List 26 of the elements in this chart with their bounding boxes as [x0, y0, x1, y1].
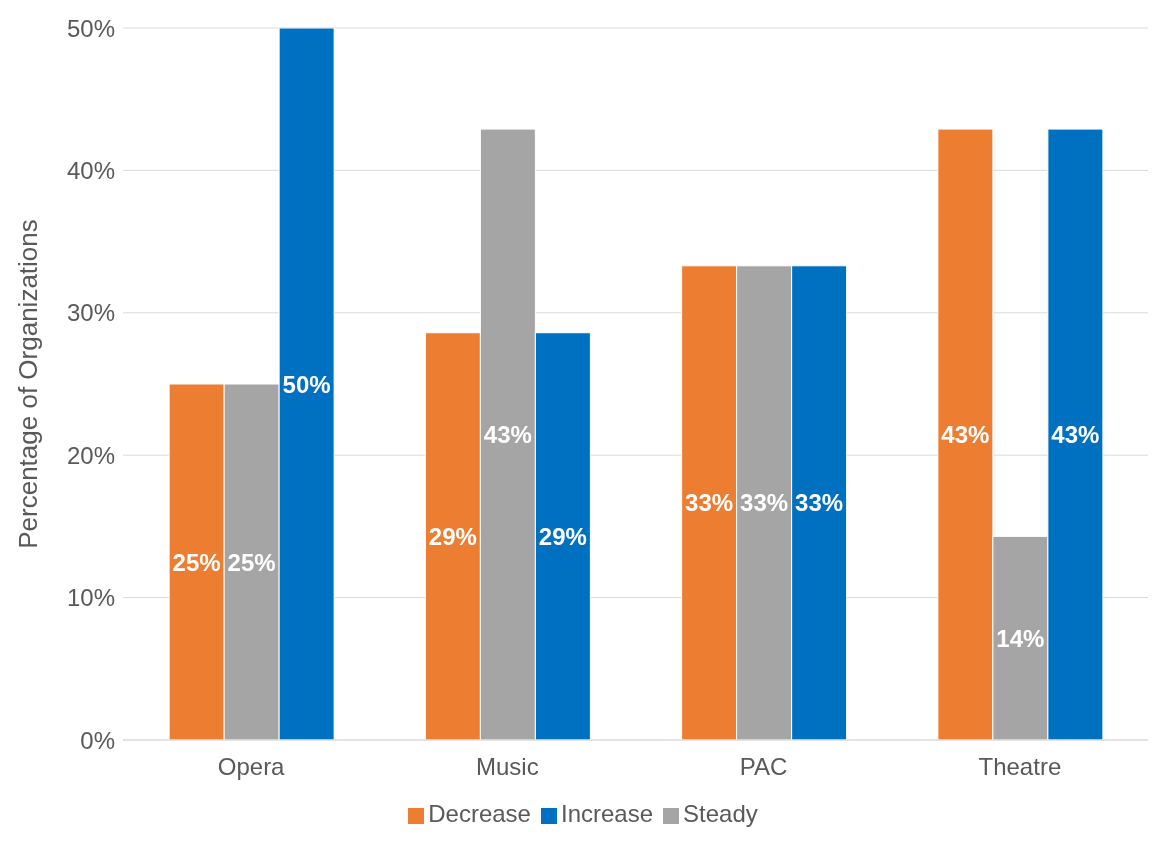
y-tick-label: 40%: [66, 156, 115, 184]
data-label: 14%: [996, 624, 1045, 652]
y-tick-label: 0%: [80, 726, 115, 754]
data-label: 29%: [428, 522, 477, 550]
y-tick-label: 10%: [66, 584, 115, 612]
data-label: 33%: [740, 489, 789, 517]
data-label: 43%: [483, 421, 532, 449]
legend-label: Increase: [560, 800, 654, 827]
data-label: 29%: [538, 522, 587, 550]
x-tick-label: Opera: [217, 753, 286, 781]
data-label: 33%: [795, 489, 844, 517]
x-tick-label: PAC: [739, 753, 788, 781]
y-tick-label: 30%: [66, 299, 115, 327]
data-label: 25%: [227, 548, 276, 576]
y-tick-label: 50%: [66, 14, 115, 42]
x-tick-label: Theatre: [978, 753, 1062, 781]
y-tick-label: 20%: [66, 441, 115, 469]
x-tick-label: Music: [476, 753, 539, 781]
y-axis-title: Percentage of Organizations: [13, 219, 44, 549]
data-label: 25%: [172, 548, 221, 576]
data-label: 43%: [941, 421, 990, 449]
data-label: 50%: [282, 370, 331, 398]
data-label: 33%: [685, 489, 734, 517]
legend-label: Decrease: [428, 800, 531, 827]
data-label: 43%: [1051, 421, 1100, 449]
legend-label: Steady: [683, 800, 758, 827]
